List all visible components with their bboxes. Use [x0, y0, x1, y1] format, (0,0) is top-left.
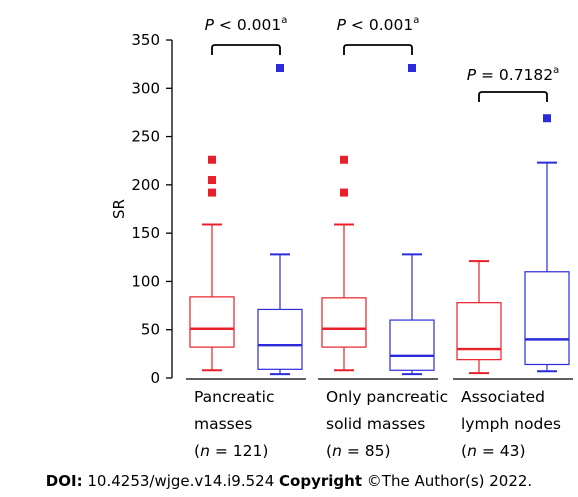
p-value-text: = 0.7182 — [476, 66, 553, 84]
doi-label: DOI: — [45, 472, 83, 490]
y-tick-label: 200 — [131, 176, 160, 194]
category-label-line: (n = 85) — [326, 442, 391, 460]
outlier-point — [543, 114, 551, 123]
red-box — [456, 260, 502, 375]
blue-box — [524, 114, 570, 373]
outlier-point — [408, 64, 416, 73]
p-value-label: P = 0.7182a — [467, 65, 560, 84]
p-value-superscript: a — [281, 15, 287, 26]
iqr-box — [321, 297, 367, 348]
category-label-line: (n = 121) — [194, 442, 268, 460]
y-tick-label: 0 — [150, 369, 160, 387]
outlier-point — [208, 155, 216, 164]
p-symbol: P — [337, 16, 347, 34]
y-tick-label: 100 — [131, 272, 160, 290]
p-symbol: P — [467, 66, 477, 84]
category-label-line: (n = 43) — [461, 442, 526, 460]
iqr-box — [257, 308, 303, 370]
copyright-text: ©The Author(s) 2022. — [366, 472, 533, 490]
y-tick-label: 300 — [131, 79, 160, 97]
box-group: P < 0.001a Only pancreatic solid masses (n … — [321, 15, 448, 460]
doi-value: 10.4253/wjge.v14.i9.524 — [87, 472, 275, 490]
p-symbol: P — [205, 16, 215, 34]
category-label-line: lymph nodes — [461, 415, 561, 433]
blue-box — [257, 64, 303, 376]
significance-bracket — [343, 44, 413, 55]
p-value-superscript: a — [413, 15, 419, 26]
outlier-point — [208, 188, 216, 197]
p-value-label: P < 0.001a — [205, 15, 288, 34]
category-label-line: masses — [194, 415, 252, 433]
iqr-box — [189, 296, 235, 348]
category-label-line: solid masses — [326, 415, 425, 433]
axes: 0 50 100 150 200 250 300 350 SR — [110, 31, 573, 387]
category-label-line: Associated — [461, 388, 545, 406]
y-tick-label: 150 — [131, 224, 160, 242]
iqr-box — [524, 271, 570, 366]
y-tick-label: 350 — [131, 31, 160, 49]
outlier-point — [340, 188, 348, 197]
category-label-line: Only pancreatic — [326, 388, 448, 406]
p-value-text: < 0.001 — [214, 16, 281, 34]
significance-bracket — [211, 44, 281, 55]
outlier-point — [276, 64, 284, 73]
y-axis-label: SR — [110, 199, 128, 219]
category-label-line: Pancreatic — [194, 388, 274, 406]
outlier-point — [340, 155, 348, 164]
box-group: P = 0.7182a Associated lymph nodes (n = 43) — [456, 65, 570, 460]
y-tick-label: 50 — [141, 321, 160, 339]
blue-box — [389, 64, 435, 376]
iqr-box — [456, 302, 502, 361]
copyright-label: Copyright — [279, 472, 363, 490]
red-box — [189, 155, 235, 372]
outlier-point — [208, 176, 216, 185]
y-tick-label: 250 — [131, 128, 160, 146]
figure-footer: DOI: 10.4253/wjge.v14.i9.524 Copyright ©… — [0, 466, 578, 497]
p-value-text: < 0.001 — [346, 16, 413, 34]
red-box — [321, 155, 367, 372]
significance-bracket — [478, 91, 548, 102]
p-value-label: P < 0.001a — [337, 15, 420, 34]
box-group: P < 0.001a Pancreatic masses (n = 121) — [189, 15, 303, 460]
p-value-superscript: a — [553, 65, 559, 76]
iqr-box — [389, 319, 435, 371]
